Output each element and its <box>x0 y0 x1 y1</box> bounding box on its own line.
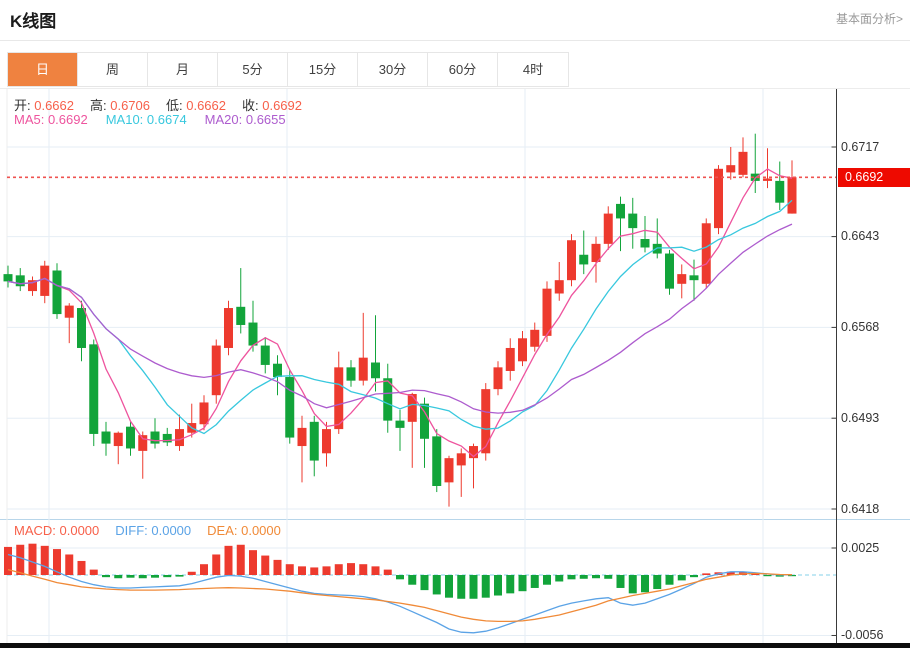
macd-tick-label: -0.0056 <box>841 627 884 642</box>
ma20-line <box>7 223 793 414</box>
ma-item: MA5: 0.6692 <box>14 112 88 127</box>
ohlc-legend: 开: 0.6662 高: 0.6706 低: 0.6662 收: 0.6692 <box>14 95 302 114</box>
price-tick-label: 0.6568 <box>841 319 880 334</box>
tab-60分[interactable]: 60分 <box>428 53 498 86</box>
price-tick-label: 0.6418 <box>841 501 880 516</box>
ohlc-item: 低: 0.6662 <box>166 98 226 113</box>
tab-30分[interactable]: 30分 <box>358 53 428 86</box>
tab-周[interactable]: 周 <box>78 53 148 86</box>
macd-tick-label: 0.0025 <box>841 540 880 555</box>
diff-line <box>7 553 793 634</box>
macd-item: MACD: 0.0000 <box>14 523 100 538</box>
header-divider <box>0 40 910 41</box>
tab-月[interactable]: 月 <box>148 53 218 86</box>
macd-chart-svg[interactable] <box>0 519 910 645</box>
tab-5分[interactable]: 5分 <box>218 53 288 86</box>
price-tick-label: 0.6493 <box>841 410 880 425</box>
ma10-line <box>7 199 793 435</box>
ma-item: MA10: 0.6674 <box>105 112 187 127</box>
candlestick-series <box>3 133 797 507</box>
macd-legend: MACD: 0.0000 DIFF: 0.0000 DEA: 0.0000 <box>14 523 281 538</box>
price-tick-label: 0.6643 <box>841 229 880 244</box>
tab-15分[interactable]: 15分 <box>288 53 358 86</box>
bottom-border-bar <box>0 643 910 648</box>
main-chart-svg[interactable] <box>0 89 910 519</box>
macd-item: DIFF: 0.0000 <box>115 523 192 538</box>
dea-line <box>7 568 793 623</box>
price-tick-label: 0.6717 <box>841 139 880 154</box>
page-title: K线图 <box>10 12 57 31</box>
current-price-badge: 0.6692 <box>838 167 910 187</box>
chart-area: 开: 0.6662 高: 0.6706 低: 0.6662 收: 0.6692 MA5… <box>0 88 910 645</box>
macd-item: DEA: 0.0000 <box>207 523 281 538</box>
ma-legend: MA5: 0.6692 MA10: 0.6674 MA20: 0.6655 <box>14 112 286 127</box>
ohlc-item: 高: 0.6706 <box>90 98 150 113</box>
tab-4时[interactable]: 4时 <box>498 53 568 86</box>
tab-日[interactable]: 日 <box>8 53 78 86</box>
interval-tab-bar: 日周月 5分 15分 30分 60分 4时 <box>7 52 569 87</box>
ohlc-item: 开: 0.6662 <box>14 98 74 113</box>
fundamental-analysis-link[interactable]: 基本面分析> <box>835 12 903 26</box>
ohlc-item: 收: 0.6692 <box>242 98 302 113</box>
macd-histogram <box>4 543 796 599</box>
ma-item: MA20: 0.6655 <box>204 112 286 127</box>
